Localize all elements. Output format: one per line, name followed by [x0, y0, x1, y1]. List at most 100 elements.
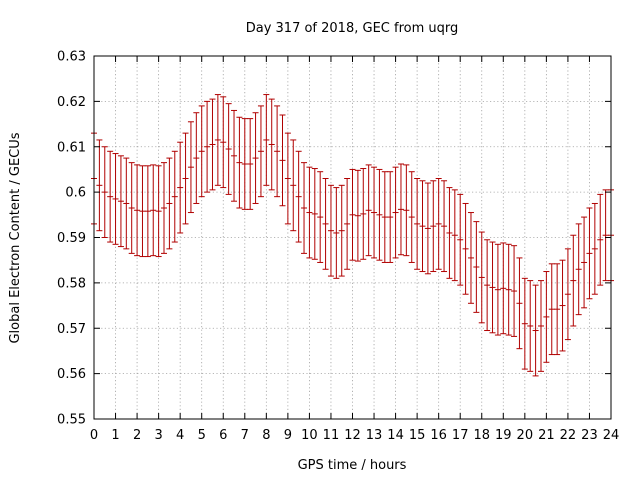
error-bar-point [241, 118, 248, 210]
error-bar-point [301, 162, 308, 254]
error-bar-point [500, 242, 507, 335]
x-tick-label: 6 [219, 428, 227, 443]
error-bar-point [554, 263, 561, 356]
x-tick-label: 11 [323, 428, 340, 443]
x-tick-label: 1 [111, 428, 119, 443]
error-bar-point [279, 114, 286, 207]
x-tick-label: 8 [262, 428, 270, 443]
x-axis-label: GPS time / hours [298, 458, 407, 473]
error-bar-point [489, 241, 496, 334]
y-tick-label: 0.58 [57, 276, 86, 291]
error-bar-point [311, 168, 318, 260]
error-bar-point [139, 165, 146, 258]
y-tick-label: 0.59 [57, 231, 86, 246]
x-tick-label: 16 [430, 428, 447, 443]
error-bar-point [392, 166, 399, 259]
error-bar-point [424, 182, 431, 275]
error-bar-point [419, 180, 426, 273]
error-bar-point [591, 202, 598, 295]
error-bar-point [548, 263, 555, 356]
x-tick-label: 19 [495, 428, 512, 443]
error-bar-point [338, 184, 345, 277]
error-bar-point [559, 259, 566, 352]
x-tick-label: 21 [538, 428, 555, 443]
error-bar-point [295, 150, 302, 243]
x-tick-label: 4 [176, 428, 184, 443]
error-bar-point [134, 164, 141, 257]
y-tick-label: 0.61 [57, 140, 86, 155]
y-tick-label: 0.57 [57, 322, 86, 337]
x-tick-label: 20 [517, 428, 534, 443]
x-tick-label: 9 [284, 428, 292, 443]
x-tick-label: 12 [344, 428, 361, 443]
error-bar-point [349, 168, 356, 261]
error-bar-point [317, 171, 324, 263]
error-bar-point [478, 231, 485, 324]
y-tick-label: 0.62 [57, 95, 86, 110]
error-bar-point [430, 180, 437, 273]
error-bar-point [107, 150, 114, 243]
error-bar-point [570, 234, 577, 327]
error-bar-point [435, 178, 442, 270]
grid [94, 56, 611, 419]
error-bar-point [128, 162, 135, 254]
error-bar-point [505, 243, 512, 336]
error-bar-point [263, 94, 270, 186]
error-bar-point [101, 146, 108, 238]
error-bar-point [214, 94, 221, 186]
error-bar-point [306, 166, 313, 259]
error-bar-point [575, 223, 582, 316]
axis-ticks [93, 55, 612, 420]
error-bar-point [344, 178, 351, 270]
error-bar-point [322, 178, 329, 270]
error-bar-point [144, 165, 151, 258]
error-bar-point [586, 207, 593, 300]
error-bar-point [516, 257, 523, 350]
x-tick-label: 5 [198, 428, 206, 443]
error-bar-point [112, 153, 119, 245]
error-bar-point [161, 162, 168, 254]
x-tick-label: 3 [154, 428, 162, 443]
error-bar-point [171, 150, 178, 243]
error-bar-point [231, 109, 238, 202]
error-bar-point [96, 139, 103, 232]
error-bar-point [354, 169, 361, 262]
error-bar-point [602, 189, 609, 282]
error-bar-point [397, 163, 404, 256]
error-bar-point [371, 166, 378, 259]
error-bar-point [166, 157, 173, 250]
error-bar-point [177, 141, 184, 234]
error-bar-point [117, 155, 124, 248]
error-bar-point [333, 187, 340, 279]
error-bar-point [381, 171, 388, 263]
error-bar-point [252, 112, 259, 204]
y-axis-label: Global Electron Content / GECUs [8, 132, 23, 343]
x-tick-label: 7 [241, 428, 249, 443]
error-bar-point [527, 280, 534, 372]
error-bar-point [543, 271, 550, 363]
x-tick-labels: 0 1 2 3 4 5 6 7 8 9 10 11 12 13 14 15 16 17 18 19 20 21 22 23 24 [90, 428, 619, 443]
error-bar-point [451, 189, 458, 282]
error-bar-point [193, 112, 200, 204]
error-bar-point [187, 121, 194, 214]
error-bar-point [597, 193, 604, 286]
error-bar-point [209, 98, 216, 191]
x-tick-label: 0 [90, 428, 98, 443]
error-bar-point [268, 98, 275, 191]
x-tick-label: 24 [603, 428, 620, 443]
error-bars [91, 94, 614, 377]
y-tick-label: 0.63 [57, 50, 86, 65]
error-bar-point [150, 164, 157, 257]
error-bar-point [484, 239, 491, 332]
error-bar-point [494, 243, 501, 336]
error-bar-point [521, 277, 528, 370]
error-bar-point [446, 187, 453, 279]
x-tick-label: 23 [581, 428, 598, 443]
error-bar-point [467, 212, 474, 304]
error-bar-point [441, 180, 448, 273]
x-tick-label: 13 [366, 428, 383, 443]
error-bar-point [220, 96, 227, 189]
error-bar-point [204, 100, 211, 193]
x-tick-label: 18 [473, 428, 490, 443]
